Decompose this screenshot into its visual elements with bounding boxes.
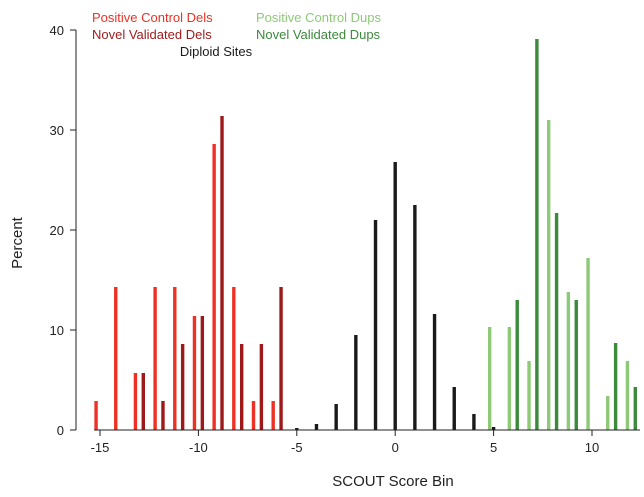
y-tick-label: 30 [50, 123, 64, 138]
bar [487, 327, 492, 430]
bar [633, 387, 637, 430]
bar [535, 39, 539, 430]
x-tick-label: 10 [585, 440, 599, 455]
bar [527, 361, 531, 430]
bar [173, 287, 177, 430]
bar [413, 205, 417, 430]
bar [161, 401, 165, 430]
y-axis-ticks: 0 10 20 30 40 [50, 23, 76, 438]
legend: Positive Control Dels Positive Control Du… [92, 10, 381, 59]
bar [554, 213, 559, 430]
bar [114, 287, 118, 430]
bar [232, 287, 236, 430]
x-axis-title: SCOUT Score Bin [332, 473, 453, 490]
bar [279, 287, 283, 430]
y-tick-label: 20 [50, 223, 64, 238]
bar [133, 373, 138, 430]
bar [515, 300, 519, 430]
x-tick-label: 0 [392, 440, 399, 455]
x-tick-label: 5 [490, 440, 497, 455]
bar [373, 220, 378, 430]
legend-entry: Positive Control Dels [92, 10, 213, 25]
bar [220, 116, 224, 430]
bar [295, 428, 299, 430]
bar [432, 314, 437, 430]
legend-entry: Positive Control Dups [256, 10, 381, 25]
bar [141, 373, 145, 430]
bar [212, 144, 216, 430]
x-tick-label: -15 [91, 440, 110, 455]
y-tick-label: 40 [50, 23, 64, 38]
legend-entry: Diploid Sites [180, 44, 253, 59]
bar [251, 401, 256, 430]
bar [566, 292, 571, 430]
x-tick-label: -10 [189, 440, 208, 455]
x-axis-ticks: -15 -10 -5 0 5 10 [91, 430, 599, 455]
bar [491, 427, 496, 430]
bar [574, 300, 578, 430]
bar [314, 424, 319, 430]
bar [613, 343, 618, 430]
bar [452, 387, 456, 430]
bar [606, 396, 610, 430]
bar [393, 162, 397, 430]
bar [200, 316, 205, 430]
histogram-bars [94, 39, 637, 430]
legend-entry: Novel Validated Dups [256, 27, 381, 42]
y-tick-label: 10 [50, 323, 64, 338]
y-axis-title: Percent [9, 216, 26, 269]
bar [586, 258, 590, 430]
axes: -15 -10 -5 0 5 10 0 10 20 30 40 [50, 23, 640, 455]
bar [547, 120, 551, 430]
legend-entry: Novel Validated Dels [92, 27, 212, 42]
bar [94, 401, 98, 430]
bar [259, 344, 264, 430]
bar [180, 344, 185, 430]
bar [271, 401, 275, 430]
bar [354, 335, 358, 430]
y-tick-label: 0 [57, 423, 64, 438]
bar [192, 316, 197, 430]
x-tick-label: -5 [291, 440, 303, 455]
bar [625, 361, 630, 430]
bar [334, 404, 338, 430]
bar [507, 327, 512, 430]
bar [239, 344, 244, 430]
bar [472, 414, 476, 430]
bar [153, 287, 157, 430]
